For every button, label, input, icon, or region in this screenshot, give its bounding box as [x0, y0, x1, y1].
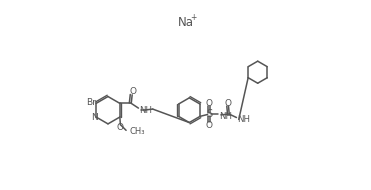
Text: N: N: [91, 113, 98, 122]
Text: NH: NH: [237, 115, 251, 124]
Text: O: O: [206, 121, 213, 130]
Text: O: O: [224, 99, 232, 108]
Text: O: O: [206, 99, 213, 108]
Text: O: O: [116, 123, 123, 132]
Text: Br: Br: [86, 98, 96, 107]
Text: +: +: [190, 13, 197, 22]
Text: CH₃: CH₃: [130, 127, 145, 136]
Text: O: O: [129, 87, 136, 96]
Text: NH: NH: [219, 112, 232, 121]
Text: Na: Na: [177, 16, 194, 29]
Text: S: S: [206, 109, 212, 120]
Text: NH: NH: [139, 106, 152, 116]
